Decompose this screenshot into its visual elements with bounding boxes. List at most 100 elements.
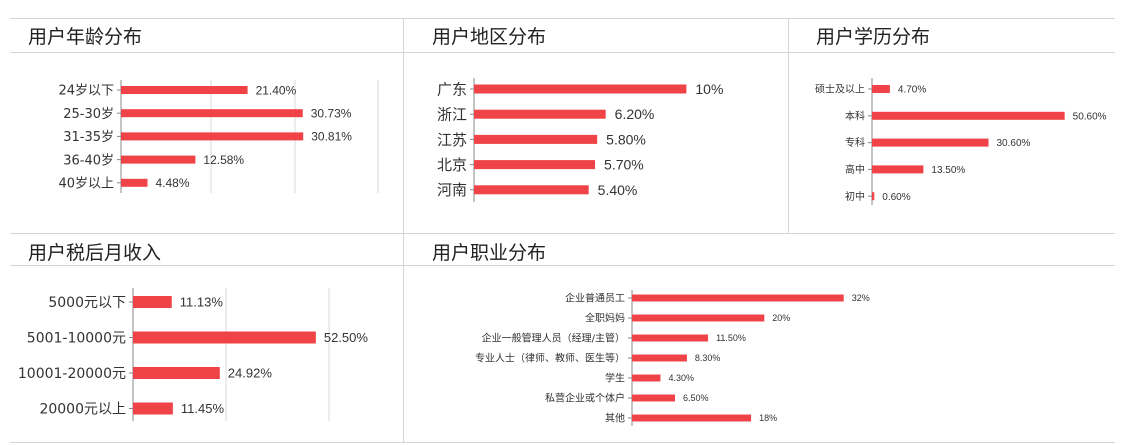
bottom-divider (10, 442, 1115, 443)
data-label-region-2: 5.80% (606, 131, 646, 147)
category-label-occupation-1: 全职妈妈 (585, 312, 625, 325)
category-label-income-3: 20000元以上 (39, 402, 126, 418)
data-label-occupation-1: 20% (772, 313, 790, 323)
bar-age-1 (121, 109, 303, 118)
data-label-region-4: 5.40% (598, 182, 638, 198)
data-label-age-0: 21.40% (256, 83, 297, 97)
data-label-occupation-2: 11.50% (716, 333, 746, 343)
category-label-occupation-3: 专业人士（律师、教师、医生等） (475, 352, 625, 365)
category-label-region-1: 浙江 (437, 106, 467, 124)
bar-region-3 (474, 160, 596, 170)
category-label-region-2: 江苏 (437, 131, 467, 149)
data-label-occupation-5: 6.50% (683, 393, 709, 403)
bar-region-2 (474, 134, 598, 144)
data-label-income-0: 11.13% (180, 295, 224, 310)
data-label-occupation-3: 8.30% (695, 353, 721, 363)
data-label-income-2: 24.92% (228, 366, 273, 381)
category-label-income-0: 5000元以下 (48, 295, 126, 311)
middle-divider (10, 233, 1115, 234)
data-label-education-0: 4.70% (898, 85, 926, 96)
data-label-education-4: 0.60% (882, 192, 910, 203)
category-label-age-1: 25-30岁 (63, 107, 114, 122)
bar-education-3 (872, 165, 924, 174)
category-label-education-1: 本科 (845, 109, 865, 122)
bar-education-1 (872, 111, 1065, 120)
category-label-age-2: 31-35岁 (63, 130, 114, 145)
data-label-education-3: 13.50% (931, 165, 965, 176)
data-label-region-1: 6.20% (615, 106, 655, 122)
bar-chart-income: 5000元以下 11.13% 5001-10000元 52.50% 10001-2000… (18, 288, 369, 421)
data-label-age-2: 30.81% (311, 130, 352, 144)
bar-chart-occupation: 企业普通员工 32% 全职妈妈 20% 企业一般管理人员（经理/主管） 11.50% 专业人… (475, 290, 870, 426)
chart-title-income: 用户税后月收入 (28, 242, 162, 264)
category-label-occupation-4: 学生 (605, 372, 625, 385)
category-label-occupation-6: 其他 (605, 412, 625, 425)
bar-education-2 (872, 138, 989, 147)
category-label-education-2: 专科 (845, 136, 865, 149)
bar-education-0 (872, 85, 890, 93)
category-label-occupation-5: 私营企业或个体户 (545, 392, 625, 405)
bar-age-2 (121, 132, 304, 141)
divider-region-education (788, 18, 789, 233)
bar-occupation-1 (632, 314, 765, 322)
bar-income-0 (133, 296, 172, 308)
bar-age-0 (121, 86, 248, 94)
bar-income-2 (133, 367, 220, 379)
category-label-education-0: 硕士及以上 (815, 83, 865, 96)
bar-occupation-2 (632, 334, 709, 342)
bar-education-4 (872, 192, 875, 201)
category-label-education-3: 高中 (845, 163, 865, 176)
panel-education: 用户学历分布 硕士及以上 4.70% 本科 50.60% 专科 30.60% 高中 13.50… (788, 0, 1137, 233)
panel-occupation: 用户职业分布 企业普通员工 32% 全职妈妈 20% 企业一般管理人员（经理/主管） 11… (403, 233, 1137, 445)
panel-age: 用户年龄分布 24岁以下 21.40% 25-30岁 30.73% 31-35岁 30.8… (0, 0, 403, 233)
data-label-education-1: 50.60% (1073, 111, 1107, 122)
bar-chart-region: 广东 10% 浙江 6.20% 江苏 5.80% 北京 5.70% 河南 5.40% (437, 78, 723, 202)
panel-income: 用户税后月收入 5000元以下 11.13% 5001-10000元 52.50% 10… (0, 233, 403, 445)
data-label-education-2: 30.60% (997, 138, 1031, 149)
data-label-occupation-4: 4.30% (668, 373, 694, 383)
data-label-age-3: 12.58% (203, 153, 244, 167)
chart-title-education: 用户学历分布 (816, 26, 931, 48)
bar-occupation-3 (632, 354, 687, 362)
category-label-age-4: 40岁以上 (58, 176, 114, 191)
bar-region-0 (474, 84, 687, 94)
bar-occupation-6 (632, 414, 752, 422)
category-label-education-4: 初中 (845, 190, 865, 203)
bar-income-3 (133, 402, 173, 415)
bar-chart-age: 24岁以下 21.40% 25-30岁 30.73% 31-35岁 30.81% 36-40… (58, 80, 379, 193)
bar-region-4 (474, 185, 589, 195)
data-label-age-4: 4.48% (155, 176, 189, 190)
data-label-income-1: 52.50% (324, 330, 369, 345)
data-label-occupation-0: 32% (852, 293, 870, 303)
category-label-income-2: 10001-20000元 (18, 366, 126, 382)
bar-age-3 (121, 155, 196, 164)
chart-title-region: 用户地区分布 (432, 26, 547, 48)
bar-occupation-0 (632, 294, 844, 302)
category-label-age-0: 24岁以下 (58, 84, 114, 99)
bar-occupation-5 (632, 394, 675, 402)
category-label-region-3: 北京 (437, 156, 467, 174)
data-label-income-3: 11.45% (181, 401, 225, 416)
category-label-region-4: 河南 (437, 181, 467, 199)
panel-title-underline-bottom (10, 265, 1115, 266)
bar-region-1 (474, 109, 606, 119)
bar-income-1 (133, 331, 316, 344)
divider-income-occupation (403, 233, 404, 442)
category-label-age-3: 36-40岁 (63, 153, 114, 168)
category-label-occupation-0: 企业普通员工 (565, 292, 625, 305)
data-label-region-3: 5.70% (604, 157, 644, 173)
chart-title-age: 用户年龄分布 (28, 26, 143, 48)
chart-title-occupation: 用户职业分布 (432, 242, 547, 264)
panel-title-underline-left (10, 52, 1115, 53)
category-label-region-0: 广东 (437, 80, 467, 98)
bar-age-4 (121, 178, 148, 187)
category-label-occupation-2: 企业一般管理人员（经理/主管） (482, 332, 625, 345)
panel-region: 用户地区分布 广东 10% 浙江 6.20% 江苏 5.80% 北京 5.70% 河南 5.40% (403, 0, 788, 233)
bar-chart-education: 硕士及以上 4.70% 本科 50.60% 专科 30.60% 高中 13.50% 初中 0.60… (815, 78, 1107, 205)
data-label-occupation-6: 18% (759, 413, 777, 423)
data-label-age-1: 30.73% (311, 107, 352, 121)
divider-age-region (403, 18, 404, 233)
top-divider (10, 18, 1115, 19)
data-label-region-0: 10% (695, 81, 723, 97)
category-label-income-1: 5001-10000元 (27, 331, 126, 347)
